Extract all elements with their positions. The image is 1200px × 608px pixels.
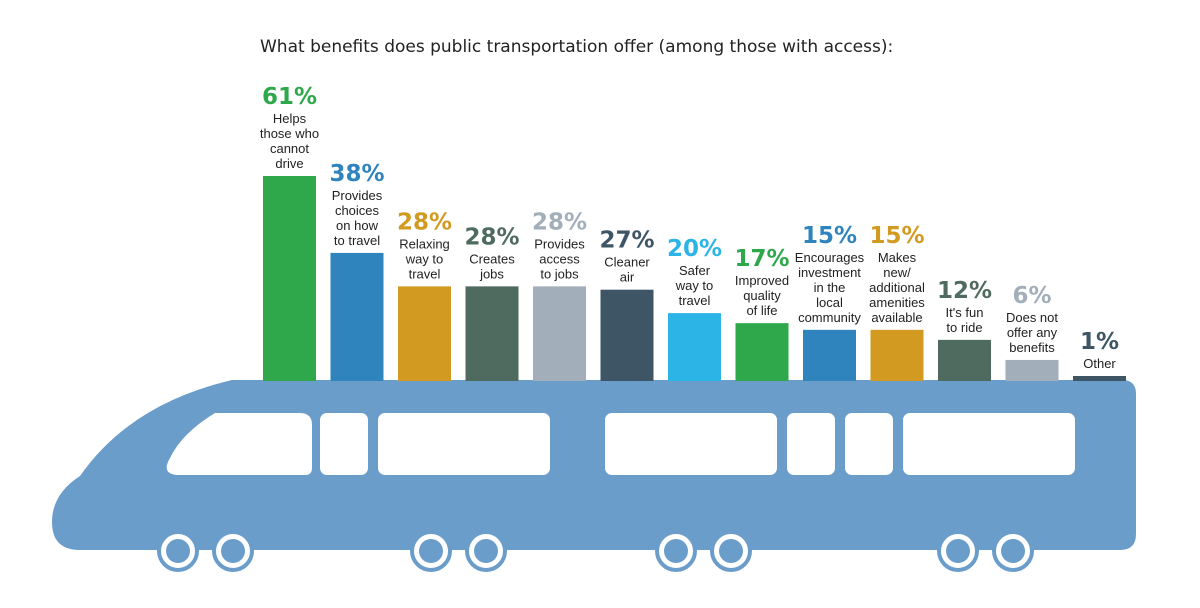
bar: [668, 313, 721, 381]
train-wheel-hub: [719, 539, 743, 563]
train-wheel-hub: [1001, 539, 1025, 563]
value-label: 38%: [329, 161, 384, 187]
train-window: [378, 413, 550, 475]
bar: [870, 329, 924, 381]
category-labels: Helps those who cannot drive Provides choices…: [260, 111, 1117, 371]
value-label: 12%: [937, 278, 992, 304]
value-labels: 61% 38% 28% 28% 28% 27% 20% 17% 15% 15% 12% 6% 1%: [262, 84, 1119, 355]
value-label: 28%: [532, 209, 587, 235]
bar: [330, 252, 384, 381]
value-label: 28%: [397, 209, 452, 235]
bar: [938, 339, 991, 381]
value-label: 20%: [667, 236, 722, 262]
category-label: It's fun to ride: [946, 305, 984, 335]
value-label: 28%: [464, 224, 519, 250]
train-wheel-hub: [946, 539, 970, 563]
bar: [1073, 376, 1126, 381]
bar: [533, 286, 586, 381]
value-label: 17%: [734, 246, 789, 272]
category-label: Encourages investment in the local community: [795, 250, 865, 325]
train-wheel-hub: [221, 539, 245, 563]
train-wheel-hub: [664, 539, 688, 563]
train-window: [903, 413, 1075, 475]
train-window: [605, 413, 777, 475]
value-label: 15%: [869, 223, 924, 249]
train-window: [320, 413, 368, 475]
value-label: 27%: [599, 228, 654, 254]
category-label: Provides choices on how to travel: [332, 188, 383, 248]
category-label: Relaxing way to travel: [399, 236, 450, 281]
category-label: Other: [1083, 356, 1116, 371]
bar: [398, 286, 451, 381]
value-label: 15%: [802, 223, 857, 249]
train-window: [845, 413, 893, 475]
category-label: Safer way to travel: [675, 263, 714, 308]
category-label: Cleaner air: [604, 255, 650, 285]
train-illustration: [52, 380, 1136, 572]
category-label: Makes new/additional amenities available: [869, 250, 925, 325]
bar: [735, 323, 789, 381]
bar: [465, 286, 519, 381]
bar: [600, 289, 654, 381]
value-label: 6%: [1012, 283, 1051, 309]
category-label: Helps those who cannot drive: [260, 111, 319, 171]
category-label: Creates jobs: [469, 251, 515, 281]
chart-title: What benefits does public transportation…: [260, 37, 893, 57]
category-label: Improved quality of life: [735, 273, 789, 318]
bar: [1005, 359, 1059, 381]
train-wheel-hub: [474, 539, 498, 563]
category-label: Does not offer any benefits: [1006, 310, 1058, 355]
bar-series: [263, 176, 1126, 381]
train-window: [787, 413, 835, 475]
bar: [803, 329, 856, 381]
category-label: Provides access to jobs: [534, 236, 585, 281]
value-label: 61%: [262, 84, 317, 110]
train-wheel-hub: [166, 539, 190, 563]
bar: [263, 176, 316, 381]
value-label: 1%: [1080, 329, 1119, 355]
train-wheel-hub: [419, 539, 443, 563]
train-front-window: [166, 413, 312, 475]
